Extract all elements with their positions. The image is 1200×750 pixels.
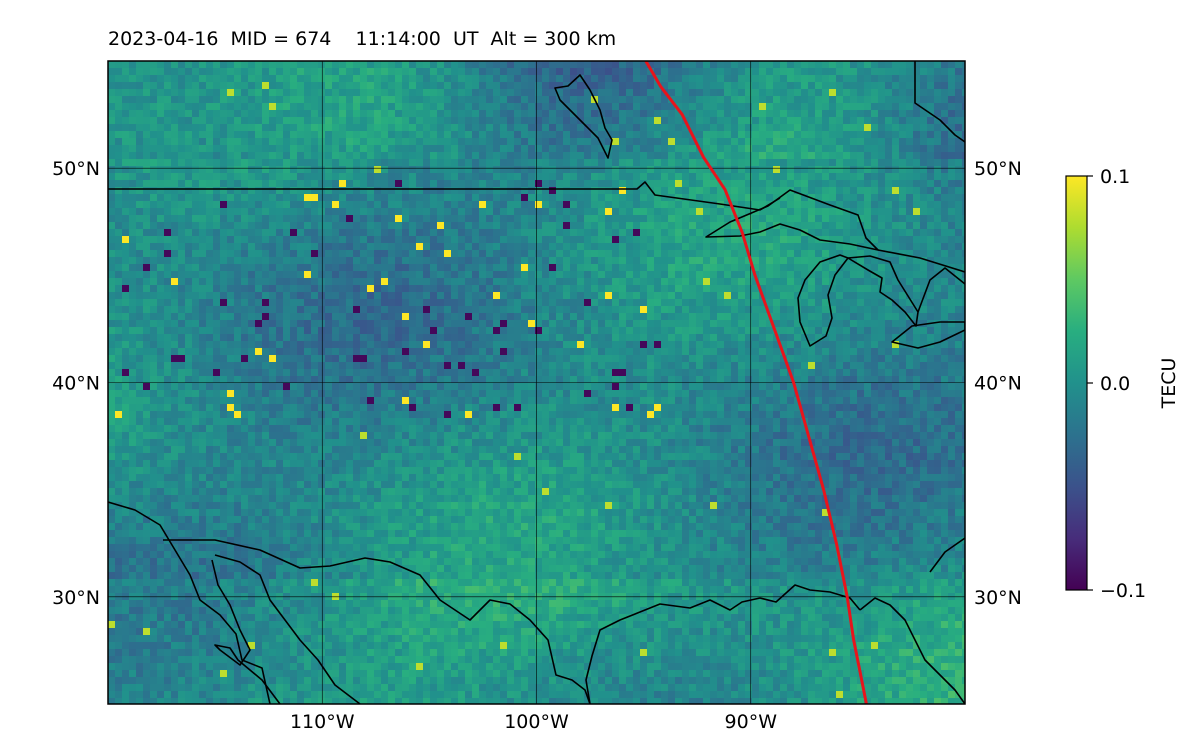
- colorbar-tick-label-max: 0.1: [1100, 166, 1130, 188]
- lake-michigan: [797, 254, 849, 347]
- lat-label-50n-right: 50°N: [974, 158, 1022, 180]
- colorbar-tick-label-zero: 0.0: [1100, 373, 1130, 395]
- florida-coast: [859, 597, 965, 704]
- lake-erie-ontario: [891, 321, 965, 349]
- map-panel: [107, 60, 966, 705]
- gulf-coast-louisiana: [585, 584, 861, 704]
- colorbar-label: TECU: [1158, 358, 1180, 410]
- lat-label-40n-left: 40°N: [52, 373, 100, 395]
- latitude-labels-right: 50°N 40°N 30°N: [974, 158, 1022, 609]
- latitude-labels-left: 50°N 40°N 30°N: [52, 158, 100, 609]
- colorbar: 0.1 0.0 −0.1 TECU: [1065, 166, 1180, 602]
- graticule: [108, 61, 965, 704]
- lat-label-30n-right: 30°N: [974, 587, 1022, 609]
- lat-label-30n-left: 30°N: [52, 587, 100, 609]
- colorbar-gradient: [1065, 175, 1088, 591]
- lon-label-110w: 110°W: [290, 711, 355, 733]
- baja-peninsula: [211, 559, 281, 704]
- tec-heatmap: [108, 61, 965, 704]
- atlantic-coast: [929, 537, 965, 573]
- gulf-of-california: [214, 554, 361, 704]
- baja-pacific-coast: [108, 501, 271, 704]
- coastlines: [108, 61, 965, 704]
- lake-huron-georgian: [877, 249, 965, 273]
- map-title: 2023-04-16 MID = 674 11:14:00 UT Alt = 3…: [108, 28, 617, 50]
- gulf-coast-texas: [163, 539, 591, 704]
- hudson-bay-coast: [914, 61, 965, 143]
- colorbar-tick-label-min: −0.1: [1100, 580, 1146, 602]
- lat-label-40n-right: 40°N: [974, 373, 1022, 395]
- lon-label-90w: 90°W: [725, 711, 778, 733]
- map-frame: [107, 60, 966, 705]
- longitude-labels: 110°W 100°W 90°W: [290, 711, 777, 733]
- great-lakes-east: [917, 267, 965, 313]
- colorbar-ticks: [1087, 175, 1093, 591]
- lon-label-100w: 100°W: [504, 711, 569, 733]
- solar-terminator-line: [644, 61, 868, 704]
- hudson-bay-island: [554, 74, 613, 159]
- lat-label-50n-left: 50°N: [52, 158, 100, 180]
